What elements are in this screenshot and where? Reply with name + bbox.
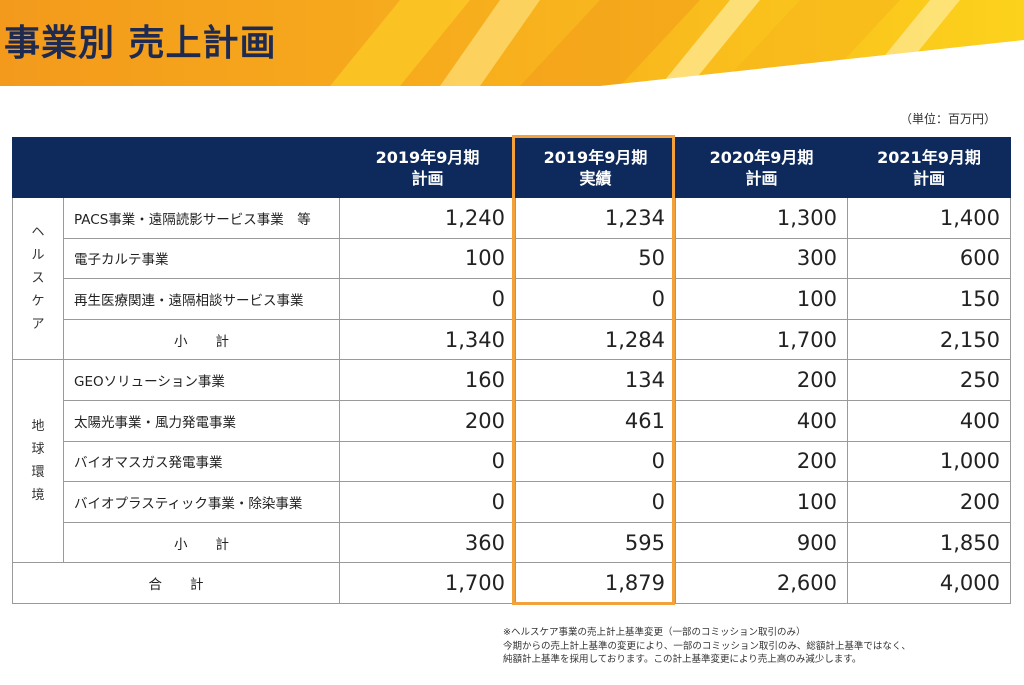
row-label: PACS事業・遠隔読影サービス事業 等	[63, 197, 340, 239]
total-value: 2,600	[675, 562, 848, 604]
cell-value: 200	[675, 359, 848, 401]
subtotal-value: 2,150	[847, 318, 1011, 361]
column-header: 2021年9月期 計画	[847, 137, 1011, 198]
cell-value: 1,300	[675, 197, 848, 239]
subtotal-value: 595	[515, 521, 676, 564]
row-label: バイオプラスティック事業・除染事業	[63, 481, 340, 523]
table-row: 太陽光事業・風力発電事業 200 461 400 400	[13, 399, 1011, 442]
cell-value: 0	[339, 278, 516, 320]
total-label: 合計	[12, 562, 340, 604]
cell-value: 250	[847, 359, 1011, 401]
subtotal-value: 1,700	[675, 318, 848, 361]
footnote-line: 純額計上基準を採用しております。この計上基準変更により売上高のみ減少します。	[503, 654, 862, 665]
subtotal-value: 1,284	[515, 318, 676, 361]
cell-value: 150	[847, 278, 1011, 320]
row-label: バイオマスガス発電事業	[63, 440, 340, 483]
subtotal-value: 1,850	[847, 521, 1011, 564]
footnote-line: ※ヘルスケア事業の売上計上基準変更（一部のコミッション取引のみ）	[503, 627, 806, 638]
cell-value: 1,234	[515, 197, 676, 239]
table-row: バイオプラスティック事業・除染事業 0 0 100 200	[13, 481, 1011, 523]
table-header-row: 2019年9月期 計画 2019年9月期 実績 2020年9月期 計画 2021年9月…	[12, 137, 1011, 198]
cell-value: 0	[339, 440, 516, 483]
table-row: 地 球 環 境 GEOソリューション事業 160 134 200 250	[12, 359, 1011, 564]
total-value: 1,700	[339, 562, 516, 604]
cell-value: 400	[675, 399, 848, 442]
cell-value: 1,240	[339, 197, 516, 239]
unit-note: （単位：百万円）	[899, 112, 996, 126]
row-label: 太陽光事業・風力発電事業	[63, 399, 340, 442]
footnote-line: 今期からの売上計上基準の変更により、一部のコミッション取引のみ、総額計上基準では…	[503, 640, 911, 652]
column-header: 2020年9月期 計画	[675, 137, 848, 198]
subtotal-row: 小計 360 595 900 1,850	[13, 521, 1011, 564]
cell-value: 100	[675, 278, 848, 320]
cell-value: 600	[847, 237, 1011, 280]
cell-value: 200	[847, 481, 1011, 523]
group-label-environment: 地 球 環 境	[12, 359, 64, 564]
footnote: ※ヘルスケア事業の売上計上基準変更（一部のコミッション取引のみ） 今期からの売上…	[503, 626, 1003, 667]
group-label-healthcare: ヘ ル ス ケ ア	[12, 196, 64, 361]
cell-value: 0	[515, 481, 676, 523]
subtotal-label: 小計	[63, 318, 340, 361]
column-header: 2019年9月期 計画	[339, 137, 516, 198]
row-label: 電子カルテ事業	[63, 237, 340, 280]
cell-value: 0	[515, 278, 676, 320]
banner-background	[0, 0, 1024, 86]
row-label: GEOソリューション事業	[63, 359, 340, 401]
cell-value: 100	[339, 237, 516, 280]
cell-value: 1,000	[847, 440, 1011, 483]
subtotal-label: 小計	[63, 521, 340, 564]
cell-value: 461	[515, 399, 676, 442]
header-banner: 事業別 売上計画	[0, 0, 1024, 86]
subtotal-row: 小計 1,340 1,284 1,700 2,150	[13, 318, 1011, 361]
cell-value: 100	[675, 481, 848, 523]
total-value: 1,879	[515, 562, 676, 604]
table-row: 再生医療関連・遠隔相談サービス事業 0 0 100 150	[13, 278, 1011, 320]
cell-value: 0	[339, 481, 516, 523]
cell-value: 134	[515, 359, 676, 401]
column-header: 2019年9月期 実績	[515, 137, 676, 198]
cell-value: 1,400	[847, 197, 1011, 239]
subtotal-value: 900	[675, 521, 848, 564]
cell-value: 0	[515, 440, 676, 483]
cell-value: 200	[675, 440, 848, 483]
total-value: 4,000	[847, 562, 1011, 604]
table-row: バイオマスガス発電事業 0 0 200 1,000	[13, 440, 1011, 483]
table-row: ヘ ル ス ケ ア PACS事業・遠隔読影サービス事業 等 1,240 1,23…	[12, 196, 1011, 361]
page-title: 事業別 売上計画	[4, 23, 277, 64]
total-row: 合計 1,700 1,879 2,600 4,000	[12, 562, 1011, 604]
table-row: 電子カルテ事業 100 50 300 600	[13, 237, 1011, 280]
cell-value: 300	[675, 237, 848, 280]
row-label: 再生医療関連・遠隔相談サービス事業	[63, 278, 340, 320]
sales-plan-table: 2019年9月期 計画 2019年9月期 実績 2020年9月期 計画 2021年9月…	[12, 137, 1011, 604]
header-corner	[12, 137, 340, 198]
subtotal-value: 360	[339, 521, 516, 564]
cell-value: 200	[339, 399, 516, 442]
cell-value: 50	[515, 237, 676, 280]
cell-value: 160	[339, 359, 516, 401]
cell-value: 400	[847, 399, 1011, 442]
subtotal-value: 1,340	[339, 318, 516, 361]
